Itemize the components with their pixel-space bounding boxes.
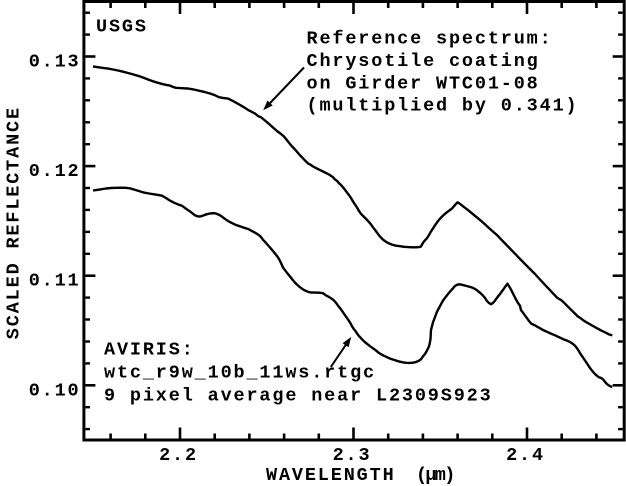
svg-text:USGS: USGS (96, 17, 148, 38)
svg-text:0.10: 0.10 (29, 380, 81, 401)
svg-text:wtc_r9w_10b_11ws.rtgc: wtc_r9w_10b_11ws.rtgc (104, 362, 376, 383)
svg-text:0.11: 0.11 (29, 271, 81, 292)
svg-text:Chrysotile coating: Chrysotile coating (307, 51, 540, 72)
svg-text:WAVELENGTH: WAVELENGTH (266, 465, 396, 486)
svg-text:on Girder WTC01-08: on Girder WTC01-08 (307, 73, 540, 94)
svg-text:2.2: 2.2 (159, 445, 198, 466)
svg-text:0.13: 0.13 (29, 52, 81, 73)
svg-text:2.4: 2.4 (506, 445, 545, 466)
svg-text:(multiplied by 0.341): (multiplied by 0.341) (307, 96, 579, 117)
svg-text:2.3: 2.3 (333, 445, 372, 466)
svg-text:9 pixel average near L2309S923: 9 pixel average near L2309S923 (104, 385, 493, 406)
svg-text:AVIRIS:: AVIRIS: (104, 339, 195, 360)
svg-text:0.12: 0.12 (29, 161, 81, 182)
svg-text:Reference spectrum:: Reference spectrum: (307, 29, 553, 50)
svg-text:SCALED REFLECTANCE: SCALED REFLECTANCE (4, 106, 25, 339)
svg-text:(μm): (μm) (416, 465, 454, 486)
